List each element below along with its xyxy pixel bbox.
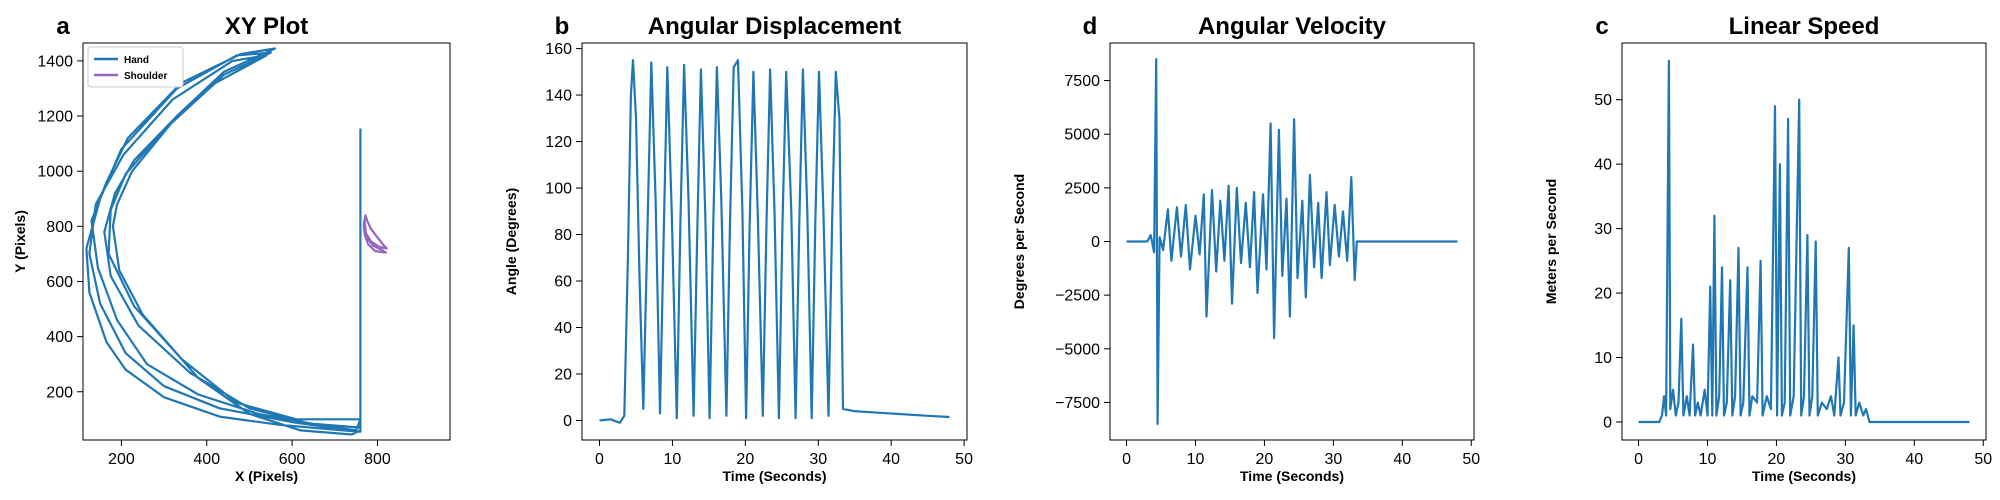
panel-title: XY Plot — [225, 13, 309, 40]
x-tick-label: 20 — [1768, 451, 1786, 468]
x-tick-label: 0 — [1122, 451, 1131, 468]
y-tick-label: 200 — [46, 384, 73, 401]
x-axis-label: Time (Seconds) — [1240, 468, 1344, 484]
x-tick-label: 30 — [1836, 451, 1854, 468]
y-tick-label: 0 — [1091, 234, 1100, 251]
y-tick-label: 1400 — [37, 53, 73, 70]
x-tick-label: 600 — [279, 451, 306, 468]
legend-box — [87, 46, 184, 88]
series-line-shoulder — [362, 214, 388, 254]
x-axis-label: X (Pixels) — [235, 468, 298, 484]
y-tick-label: 0 — [1603, 414, 1612, 431]
y-tick-label: 60 — [554, 274, 572, 291]
y-tick-label: 600 — [46, 274, 73, 291]
y-axis-label: Meters per Second — [1543, 179, 1559, 304]
x-axis-label: Time (Seconds) — [1752, 468, 1856, 484]
x-tick-label: 10 — [1699, 451, 1717, 468]
panel-d: 0 10 20 30 40 50 −7500 −5000 −2500 0 2500 5000 7500 A… — [1011, 13, 1480, 484]
legend: Hand Shoulder — [87, 46, 184, 88]
series-line-hand — [85, 47, 362, 436]
y-tick-label: 30 — [1594, 221, 1612, 238]
x-tick-label: 30 — [1324, 451, 1342, 468]
y-tick-label: 120 — [545, 134, 572, 151]
x-tick-label: 10 — [1187, 451, 1205, 468]
y-tick-label: 0 — [563, 413, 572, 430]
y-tick-label: 20 — [554, 366, 572, 383]
x-tick-label: 50 — [1974, 451, 1992, 468]
panel-letter: c — [1595, 13, 1608, 40]
y-tick-label: 2500 — [1064, 180, 1100, 197]
panel-letter: a — [56, 13, 70, 40]
axes-frame — [82, 42, 451, 441]
y-tick-label: 800 — [46, 219, 73, 236]
y-tick-label: 400 — [46, 329, 73, 346]
y-tick-label: 1200 — [37, 109, 73, 126]
y-tick-label: 40 — [1594, 157, 1612, 174]
panel-b: 0 10 20 30 40 50 0 20 40 60 80 100 120 140 160 Angular … — [503, 13, 973, 484]
y-tick-label: −2500 — [1055, 288, 1100, 305]
y-axis-label: Degrees per Second — [1011, 174, 1027, 309]
y-tick-label: 140 — [545, 88, 572, 105]
x-tick-label: 20 — [1256, 451, 1274, 468]
y-tick-label: 100 — [545, 181, 572, 198]
panel-letter: b — [555, 13, 570, 40]
y-axis-label: Angle (Degrees) — [503, 188, 519, 295]
y-tick-label: 1000 — [37, 164, 73, 181]
x-tick-label: 50 — [1462, 451, 1480, 468]
panel-letter: d — [1083, 13, 1098, 40]
legend-label-hand: Hand — [124, 55, 149, 66]
y-tick-label: 40 — [554, 320, 572, 337]
x-tick-label: 50 — [955, 451, 973, 468]
x-tick-label: 30 — [809, 451, 827, 468]
series-line-0 — [599, 59, 950, 424]
axes-frame — [1621, 42, 1987, 441]
y-tick-label: 5000 — [1064, 127, 1100, 144]
y-tick-label: 50 — [1594, 92, 1612, 109]
x-axis-label: Time (Seconds) — [723, 468, 827, 484]
series-line-0 — [1126, 58, 1458, 425]
x-tick-label: 40 — [1905, 451, 1923, 468]
panel-a: 200 400 600 800 200 400 600 800 1000 1200 1400 XY P… — [12, 13, 451, 484]
panel-title: Angular Velocity — [1198, 13, 1387, 40]
x-tick-label: 0 — [1634, 451, 1643, 468]
panel-title: Linear Speed — [1729, 13, 1880, 40]
y-tick-label: −5000 — [1055, 341, 1100, 358]
y-tick-label: 20 — [1594, 286, 1612, 303]
x-tick-label: 20 — [736, 451, 754, 468]
panel-c: 0 10 20 30 40 50 0 10 20 30 40 50 Linear Speed c Time … — [1543, 13, 1992, 484]
panel-title: Angular Displacement — [648, 13, 901, 40]
y-tick-label: 10 — [1594, 350, 1612, 367]
x-tick-label: 40 — [1393, 451, 1411, 468]
series-line-0 — [1638, 59, 1970, 424]
y-tick-label: 80 — [554, 227, 572, 244]
x-tick-label: 400 — [193, 451, 220, 468]
x-tick-label: 200 — [108, 451, 135, 468]
x-tick-label: 40 — [882, 451, 900, 468]
x-tick-label: 0 — [595, 451, 604, 468]
y-tick-label: 160 — [545, 41, 572, 58]
y-axis-label: Y (Pixels) — [12, 210, 28, 273]
legend-label-shoulder: Shoulder — [124, 71, 167, 82]
y-tick-label: −7500 — [1055, 395, 1100, 412]
x-tick-label: 800 — [364, 451, 391, 468]
axes-frame — [581, 42, 968, 441]
x-tick-label: 10 — [664, 451, 682, 468]
y-tick-label: 7500 — [1064, 73, 1100, 90]
